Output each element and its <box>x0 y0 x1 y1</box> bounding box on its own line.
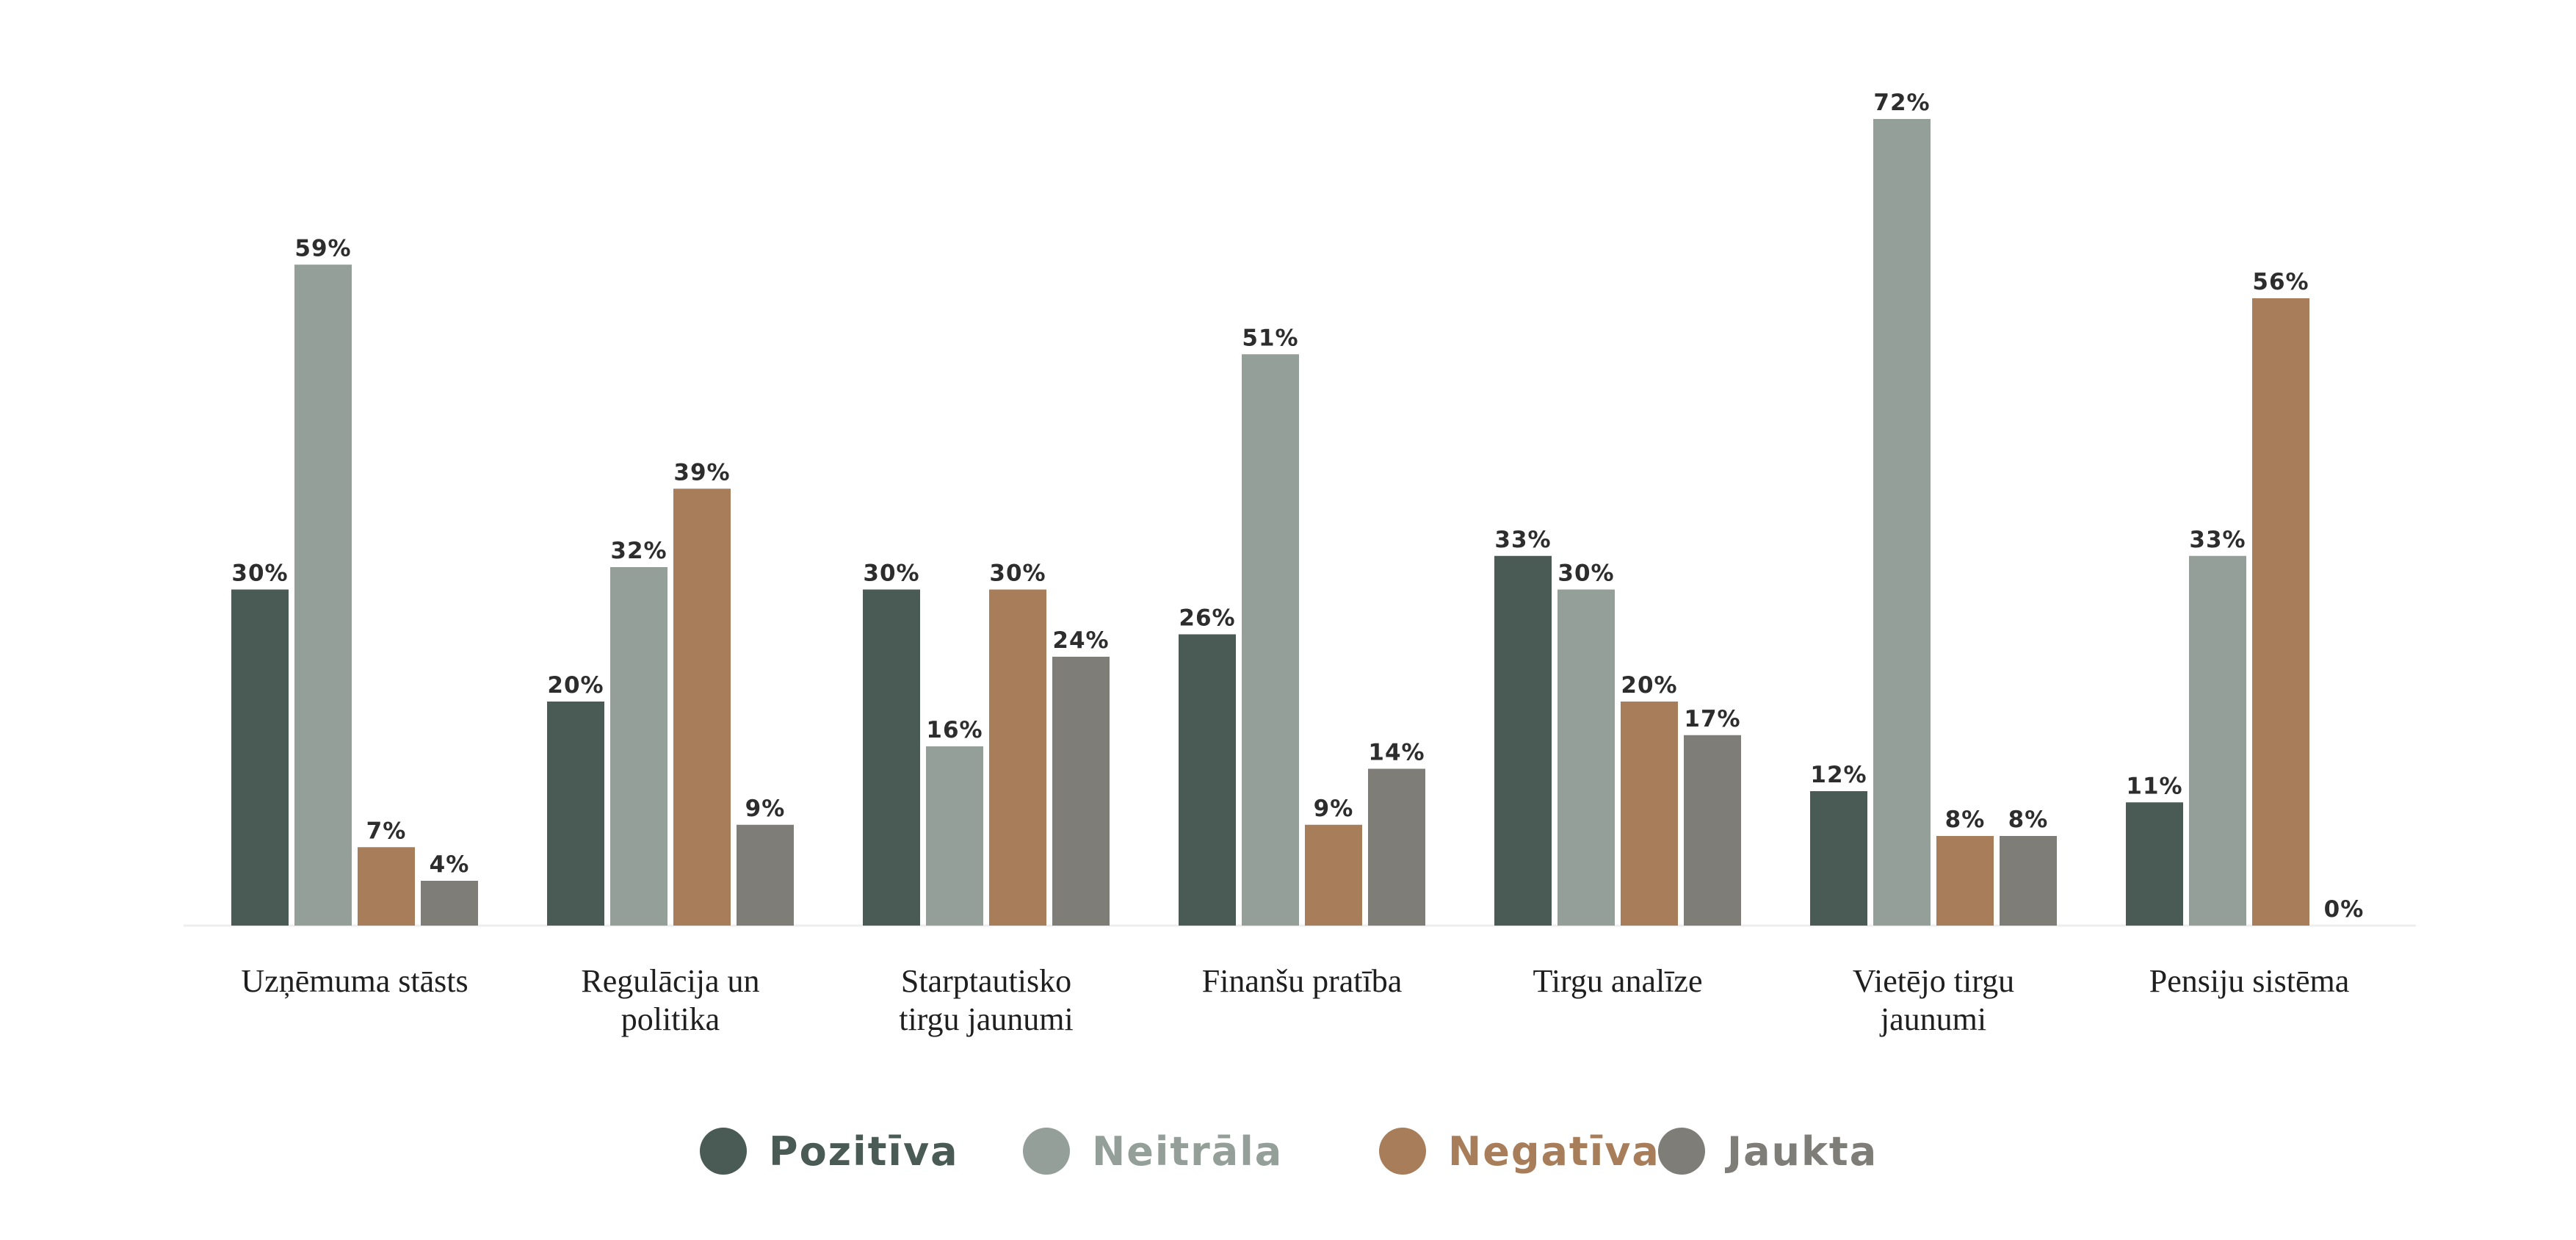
bar-3-2 <box>926 746 983 926</box>
data-label-4-1: 26% <box>1179 605 1235 632</box>
bar-2-3 <box>673 489 731 926</box>
bar-5-2 <box>1557 589 1615 926</box>
data-label-3-2: 16% <box>926 717 983 743</box>
bar-2-2 <box>610 567 667 926</box>
legend-label-4: Jaukta <box>1724 1128 1878 1175</box>
data-label-3-1: 30% <box>863 560 919 587</box>
bar-4-3 <box>1305 824 1362 926</box>
bar-3-4 <box>1052 657 1110 926</box>
category-label-1: Uzņēmuma stāsts <box>241 963 468 999</box>
data-label-7-4: 0% <box>2324 896 2365 923</box>
data-label-5-1: 33% <box>1494 527 1551 553</box>
data-label-5-2: 30% <box>1557 560 1614 587</box>
bar-4-4 <box>1368 768 1425 926</box>
data-label-6-4: 8% <box>2008 807 2049 833</box>
value-labels-layer: 30% 59% 7% 4% 20% 32% 39% 9% 30% 16% 30% 24% 26% 51% 9… <box>231 90 2365 923</box>
bar-3-1 <box>863 589 920 926</box>
category-label-3-line-1: Starptautisko <box>901 963 1071 999</box>
legend-marker-4 <box>1658 1128 1705 1175</box>
data-label-4-2: 51% <box>1242 325 1298 351</box>
category-label-6-line-1: Vietējo tirgu <box>1853 963 2014 999</box>
category-label-6-line-2: jaunumi <box>1879 1001 1986 1037</box>
data-label-1-4: 4% <box>430 851 470 878</box>
bar-3-3 <box>989 589 1046 926</box>
legend-marker-1 <box>700 1128 747 1175</box>
bar-7-3 <box>2252 298 2309 926</box>
data-label-2-4: 9% <box>745 796 786 822</box>
data-label-1-1: 30% <box>231 560 288 587</box>
data-label-4-4: 14% <box>1368 740 1425 766</box>
legend-label-1: Pozitīva <box>769 1128 959 1175</box>
bar-5-1 <box>1494 555 1552 926</box>
data-label-1-2: 59% <box>294 235 351 262</box>
bar-4-2 <box>1242 354 1299 926</box>
bar-2-1 <box>547 702 604 926</box>
legend-marker-3 <box>1379 1128 1426 1175</box>
bar-7-1 <box>2126 802 2183 926</box>
bar-1-4 <box>421 881 478 926</box>
data-label-2-3: 39% <box>673 459 730 486</box>
bar-5-3 <box>1621 702 1678 926</box>
legend-label-2: Neitrāla <box>1092 1128 1283 1175</box>
legend: Pozitīva Neitrāla Negatīva Jaukta <box>700 1128 1878 1175</box>
data-label-6-2: 72% <box>1873 90 1930 116</box>
data-label-3-4: 24% <box>1052 627 1109 654</box>
category-label-3-line-2: tirgu jaunumi <box>899 1001 1074 1037</box>
bar-6-3 <box>1936 836 1994 926</box>
data-label-1-3: 7% <box>366 818 407 844</box>
data-label-7-1: 11% <box>2126 773 2182 799</box>
data-label-2-2: 32% <box>610 538 667 564</box>
category-label-2-line-1: Regulācija un <box>581 963 759 999</box>
bar-1-3 <box>358 847 415 926</box>
data-label-3-3: 30% <box>989 560 1046 587</box>
data-label-7-2: 33% <box>2189 527 2246 553</box>
bar-6-4 <box>2000 836 2057 926</box>
bar-2-4 <box>737 824 794 926</box>
data-label-6-1: 12% <box>1810 762 1867 788</box>
category-label-4: Finanšu pratība <box>1202 963 1403 999</box>
legend-label-3: Negatīva <box>1448 1128 1660 1175</box>
data-label-2-1: 20% <box>547 672 604 699</box>
category-label-5: Tirgu analīze <box>1533 963 1703 999</box>
legend-marker-2 <box>1023 1128 1070 1175</box>
bar-4-1 <box>1179 634 1236 926</box>
category-label-7: Pensiju sistēma <box>2149 963 2350 999</box>
bars-layer <box>231 119 2309 926</box>
bar-6-2 <box>1873 119 1931 926</box>
bar-6-1 <box>1810 791 1867 926</box>
data-label-6-3: 8% <box>1945 807 1986 833</box>
data-label-5-3: 20% <box>1621 672 1677 699</box>
bar-5-4 <box>1684 735 1741 926</box>
data-label-5-4: 17% <box>1684 706 1740 732</box>
category-label-2-line-2: politika <box>621 1001 720 1037</box>
data-label-4-3: 9% <box>1314 796 1354 822</box>
bar-1-1 <box>231 589 289 926</box>
bar-1-2 <box>294 264 352 926</box>
data-label-7-3: 56% <box>2252 269 2309 295</box>
bar-7-2 <box>2189 555 2246 926</box>
